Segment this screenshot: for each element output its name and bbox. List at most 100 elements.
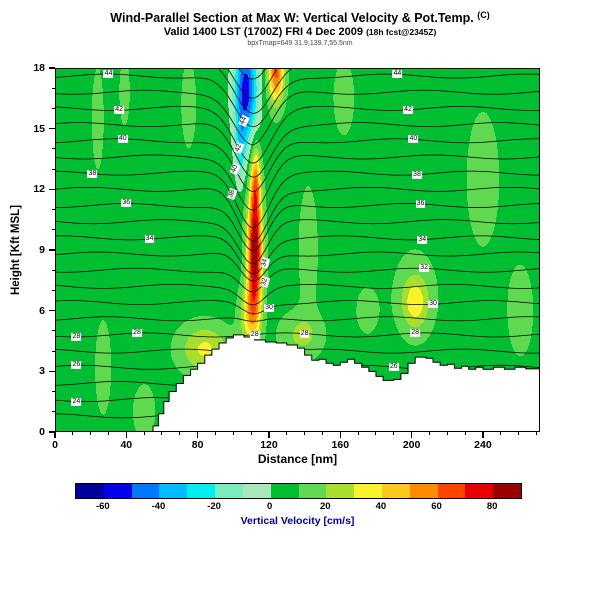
x-minor-tick (179, 432, 181, 435)
y-minor-tick (52, 229, 55, 231)
y-minor-tick (52, 289, 55, 291)
x-minor-tick (500, 432, 502, 435)
colorbar-segment (493, 484, 521, 498)
colorbar-tick-label: 80 (486, 501, 498, 512)
contour-label: 26 (71, 361, 82, 370)
contour-label: 42 (403, 105, 413, 114)
colorbar-segment (270, 484, 299, 498)
colorbar-segment (326, 484, 355, 498)
colorbar-segment (103, 484, 132, 498)
y-minor-tick (52, 350, 55, 352)
x-tick-label: 240 (474, 439, 492, 451)
chart-title-unit: (C) (477, 10, 490, 20)
x-tick (125, 432, 128, 438)
x-minor-tick (72, 432, 74, 435)
contour-label: 44 (103, 70, 114, 79)
colorbar (75, 483, 522, 499)
contour-label: 30 (428, 300, 438, 309)
colorbar-title: Vertical Velocity [cm/s] (240, 515, 355, 527)
y-minor-tick (52, 168, 55, 170)
x-minor-tick (357, 432, 359, 435)
colorbar-segment (437, 484, 466, 498)
valid-time-text: Valid 1400 LST (1700Z) FRI 4 Dec 2009 (163, 26, 364, 38)
y-tick-label: 18 (33, 62, 45, 74)
colorbar-tick-label: 20 (320, 501, 331, 512)
colorbar-segment (215, 484, 243, 498)
x-minor-tick (304, 432, 306, 435)
x-minor-tick (321, 432, 323, 435)
contour-label: 26 (388, 363, 399, 372)
y-tick-label: 12 (33, 183, 45, 196)
x-minor-tick (232, 432, 234, 435)
colorbar-segment (381, 484, 410, 498)
contour-label: 28 (71, 332, 82, 341)
x-minor-tick (143, 432, 145, 435)
y-minor-tick (52, 148, 55, 150)
colorbar-segment (187, 484, 216, 498)
colorbar-tick-label: -20 (207, 501, 221, 512)
x-tick (268, 432, 270, 438)
contour-label: 28 (299, 329, 310, 338)
x-tick (339, 432, 342, 438)
y-tick-label: 3 (39, 365, 45, 378)
y-tick (49, 431, 55, 433)
plot-canvas (55, 68, 540, 432)
x-tick-label: 160 (331, 439, 350, 451)
x-axis-title: Distance [nm] (257, 452, 338, 466)
x-tick-label: 120 (260, 439, 278, 451)
contour-label: 34 (417, 235, 428, 244)
x-tick (410, 432, 413, 438)
x-minor-tick (286, 432, 288, 435)
x-minor-tick (90, 432, 92, 435)
y-minor-tick (52, 209, 55, 211)
x-minor-tick (161, 432, 163, 435)
colorbar-segment (159, 484, 188, 498)
y-minor-tick (52, 87, 55, 89)
x-tick-label: 200 (402, 439, 421, 451)
contour-label: 42 (114, 106, 125, 115)
colorbar-segment (131, 484, 160, 498)
contour-label: 44 (392, 70, 403, 79)
y-tick (49, 127, 55, 130)
colorbar-segment (242, 484, 271, 498)
x-tick-label: 80 (191, 439, 204, 451)
x-minor-tick (428, 432, 430, 435)
contour-label: 34 (144, 235, 155, 244)
contour-label: 28 (249, 330, 260, 339)
y-tick (49, 370, 55, 373)
contour-label: 38 (87, 169, 98, 178)
x-tick-label: 0 (52, 439, 58, 451)
y-tick-label: 0 (39, 426, 45, 438)
colorbar-segment (409, 484, 438, 498)
contour-label: 28 (132, 329, 142, 338)
chart-fineprint: bpxTmap=649 31.9,139.7,55.5nm (247, 40, 353, 47)
colorbar-segment (298, 484, 327, 498)
contour-label: 38 (412, 170, 422, 179)
chart-title: Wind-Parallel Section at Max W: Vertical… (0, 10, 600, 25)
y-tick-label: 15 (33, 122, 45, 135)
contour-label: 24 (71, 397, 82, 406)
contour-label: 40 (408, 135, 419, 144)
y-minor-tick (52, 269, 55, 271)
colorbar-tick-label: 60 (431, 501, 442, 512)
colorbar-tick-label: 0 (267, 501, 273, 512)
y-minor-tick (52, 107, 55, 109)
x-minor-tick (535, 432, 537, 435)
x-minor-tick (446, 432, 448, 435)
chart-subtitle: Valid 1400 LST (1700Z) FRI 4 Dec 2009 (1… (0, 26, 600, 38)
y-tick (49, 249, 55, 251)
x-minor-tick (250, 432, 252, 435)
colorbar-tick-label: -60 (95, 501, 110, 512)
x-tick (196, 432, 199, 438)
y-minor-tick (52, 330, 55, 332)
colorbar-tick-label: -40 (151, 501, 166, 512)
x-tick (482, 432, 484, 438)
forecast-note: (18h fcst@2345Z) (366, 27, 437, 37)
colorbar-segment (354, 484, 382, 498)
y-minor-tick (52, 411, 55, 413)
y-minor-tick (52, 391, 55, 393)
y-tick (49, 188, 55, 191)
x-minor-tick (214, 432, 216, 435)
contour-label: 30 (264, 304, 274, 313)
